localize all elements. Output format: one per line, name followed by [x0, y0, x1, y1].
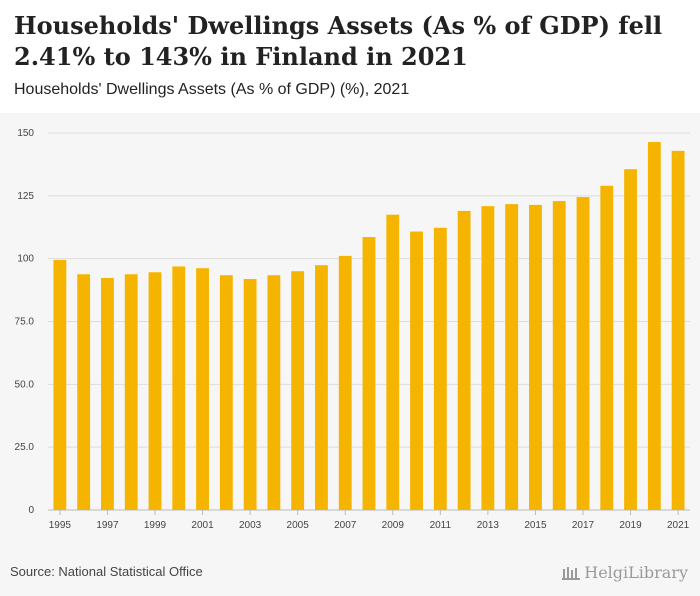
- bar: [267, 275, 281, 510]
- x-tick-label: 1997: [96, 520, 119, 531]
- chart-title: Households' Dwellings Assets (As % of GD…: [14, 11, 663, 71]
- bar: [101, 278, 114, 510]
- bar: [219, 275, 233, 510]
- source-note: Source: National Statistical Office: [10, 564, 203, 579]
- y-tick-label: 150: [17, 128, 34, 139]
- x-tick-label: 1999: [144, 520, 167, 531]
- x-tick-label: 2003: [239, 520, 262, 531]
- bar: [552, 201, 566, 510]
- bar: [624, 169, 637, 510]
- y-tick-label: 100: [17, 254, 34, 265]
- bar: [338, 255, 352, 510]
- bar: [315, 265, 328, 510]
- bar: [410, 231, 423, 511]
- bar: [243, 279, 257, 510]
- chart-subtitle: Households' Dwellings Assets (As % of GD…: [14, 81, 410, 98]
- x-tick-label: 2015: [524, 520, 547, 531]
- bar: [386, 214, 400, 510]
- brand-name: HelgiLibrary: [584, 563, 688, 582]
- x-tick-label: 2009: [382, 520, 405, 531]
- x-tick-label: 2019: [619, 520, 642, 531]
- bar: [576, 197, 590, 510]
- x-tick-label: 2007: [334, 520, 357, 531]
- header: Households' Dwellings Assets (As % of GD…: [0, 0, 700, 113]
- brand-logo: HelgiLibrary: [562, 563, 688, 582]
- bar: [647, 142, 661, 510]
- x-tick-label: 2013: [477, 520, 500, 531]
- bar: [481, 206, 495, 510]
- bar: [600, 185, 614, 510]
- bar: [505, 204, 519, 511]
- bar: [362, 237, 376, 510]
- bar: [124, 274, 138, 510]
- x-tick-label: 2005: [287, 520, 310, 531]
- x-tick-label: 2021: [667, 520, 690, 531]
- x-tick-label: 1995: [49, 520, 72, 531]
- x-tick-label: 2001: [191, 520, 214, 531]
- bar: [291, 271, 305, 510]
- bar: [196, 268, 209, 510]
- bar: [433, 227, 447, 510]
- y-tick-label: 25.0: [15, 442, 35, 453]
- bar: [172, 266, 186, 510]
- footer: [0, 540, 700, 596]
- x-tick-label: 2017: [572, 520, 595, 531]
- y-tick-label: 75.0: [15, 317, 35, 328]
- library-icon: [562, 566, 581, 580]
- bar: [77, 274, 91, 510]
- x-tick-label: 2011: [430, 520, 452, 531]
- bar: [148, 272, 162, 510]
- y-tick-label: 50.0: [15, 379, 35, 390]
- y-tick-label: 125: [17, 191, 34, 202]
- y-tick-label: 0: [28, 505, 34, 516]
- bar: [671, 150, 685, 510]
- bar: [529, 204, 542, 510]
- bar: [53, 259, 67, 510]
- bar: [457, 210, 471, 510]
